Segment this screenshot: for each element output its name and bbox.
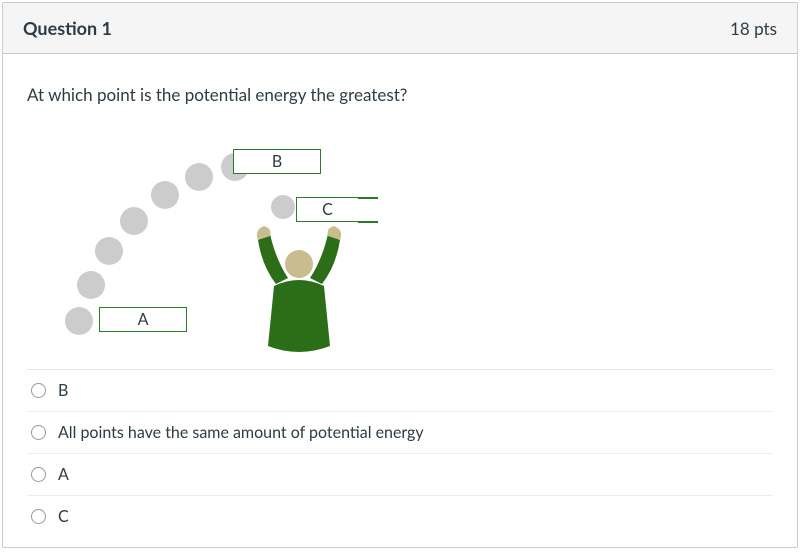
trajectory-ball — [185, 163, 213, 191]
answer-option[interactable]: All points have the same amount of poten… — [27, 412, 773, 454]
answer-option[interactable]: B — [27, 370, 773, 412]
answer-option[interactable]: A — [27, 454, 773, 496]
trajectory-ball — [271, 195, 295, 219]
trajectory-ball — [95, 237, 123, 265]
trajectory-ball — [65, 307, 93, 335]
diagram-label-c-ext — [358, 197, 378, 199]
diagram-label-c-ext2 — [358, 221, 378, 223]
question-points: 18 pts — [730, 18, 777, 39]
quiz-question-card: Question 1 18 pts At which point is the … — [2, 2, 798, 548]
answer-label: C — [58, 507, 69, 526]
question-body: At which point is the potential energy t… — [3, 54, 797, 547]
radio-icon[interactable] — [31, 509, 46, 524]
diagram-label-b: B — [233, 149, 321, 174]
trajectory-ball — [120, 207, 148, 235]
diagram-label-c: C — [296, 197, 358, 222]
radio-icon[interactable] — [31, 467, 46, 482]
person-icon — [234, 226, 364, 361]
answer-option[interactable]: C — [27, 496, 773, 537]
question-prompt: At which point is the potential energy t… — [27, 84, 773, 105]
question-title: Question 1 — [23, 17, 112, 39]
answer-label: All points have the same amount of poten… — [58, 423, 424, 442]
trajectory-ball — [77, 271, 105, 299]
question-header: Question 1 18 pts — [3, 3, 797, 54]
question-diagram: A B C — [47, 131, 427, 361]
diagram-label-a: A — [99, 307, 187, 332]
radio-icon[interactable] — [31, 425, 46, 440]
answer-label: A — [58, 465, 69, 484]
answer-list: B All points have the same amount of pot… — [27, 369, 773, 537]
radio-icon[interactable] — [31, 383, 46, 398]
answer-label: B — [58, 381, 68, 400]
trajectory-ball — [151, 181, 179, 209]
